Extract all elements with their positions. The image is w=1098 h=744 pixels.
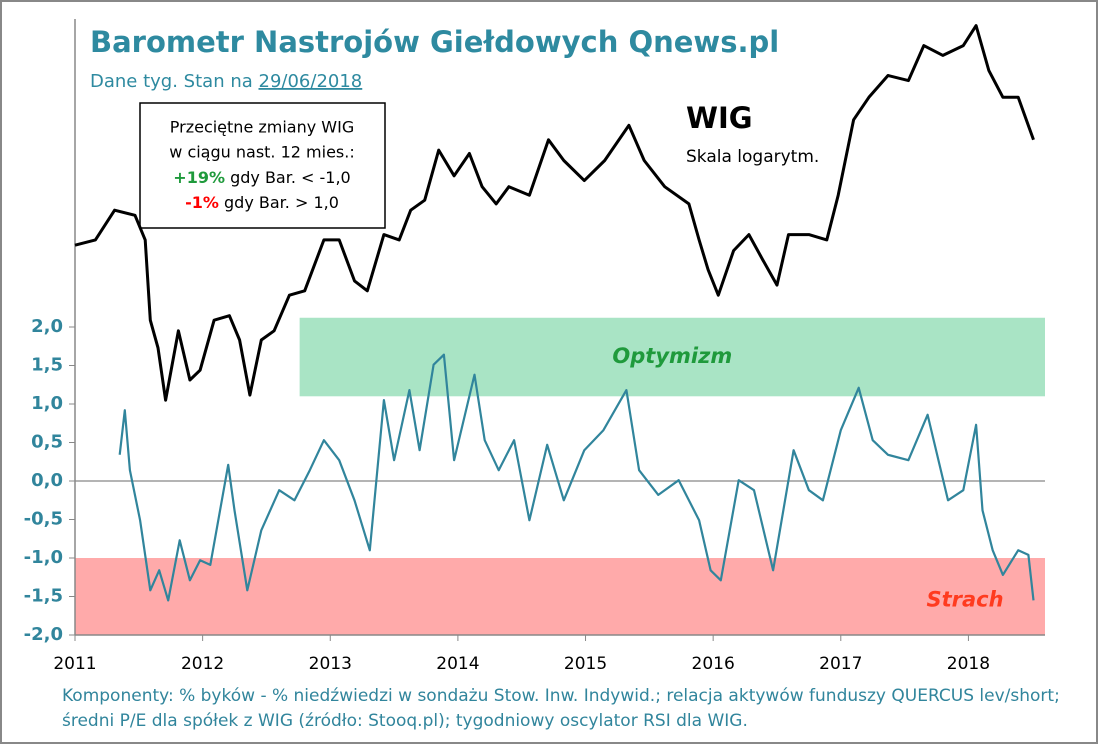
x-tick-label: 2015 [564, 654, 607, 674]
band-label: Strach [926, 588, 1003, 612]
y-tick-label: 1,5 [31, 355, 63, 376]
box-text: gdy Bar. > 1,0 [224, 193, 339, 212]
band-label: Optymizm [612, 344, 732, 368]
y-tick-label: -1,5 [24, 586, 63, 607]
box-pct: -1% [185, 193, 219, 212]
y-tick-label: 2,0 [31, 316, 63, 337]
band [75, 558, 1045, 635]
info-box [139, 102, 386, 229]
box-pct: +19% [173, 168, 225, 187]
y-tick-label: 0,0 [31, 470, 63, 491]
x-tick-label: 2011 [53, 654, 96, 674]
footnote: Komponenty: % byków - % niedźwiedzi w so… [62, 686, 1060, 731]
x-tick-label: 2016 [692, 654, 735, 674]
x-tick-label: 2017 [819, 654, 862, 674]
box-row: -1% gdy Bar. > 1,0 [185, 193, 339, 212]
subtitle-text: Dane tyg. Stan na [90, 71, 253, 92]
scale-note: Skala logarytm. [686, 147, 819, 167]
wig-label: WIG [686, 101, 753, 135]
x-tick-label: 2014 [436, 654, 479, 674]
subtitle-date: 29/06/2018 [259, 71, 363, 92]
band [299, 317, 1045, 397]
x-tick-label: 2012 [181, 654, 224, 674]
x-tick-label: 2018 [947, 654, 990, 674]
y-tick-label: 0,5 [31, 432, 63, 453]
box-line: w ciągu nast. 12 mies.: [169, 143, 354, 162]
box-line: Przeciętne zmiany WIG [170, 118, 354, 137]
subtitle: Dane tyg. Stan na 29/06/2018 [90, 71, 362, 92]
box-text: gdy Bar. < -1,0 [230, 168, 351, 187]
y-tick-label: -0,5 [24, 509, 63, 530]
bands [75, 317, 1045, 635]
barometer-line [118, 353, 1035, 602]
y-tick-label: 1,0 [31, 393, 63, 414]
y-tick-label: -1,0 [24, 547, 63, 568]
wig-line [74, 24, 1035, 402]
x-tick-label: 2013 [309, 654, 352, 674]
y-tick-label: -2,0 [24, 624, 63, 645]
chart-title: Barometr Nastrojów Giełdowych Qnews.pl [90, 25, 779, 59]
box-row: +19% gdy Bar. < -1,0 [173, 168, 350, 187]
